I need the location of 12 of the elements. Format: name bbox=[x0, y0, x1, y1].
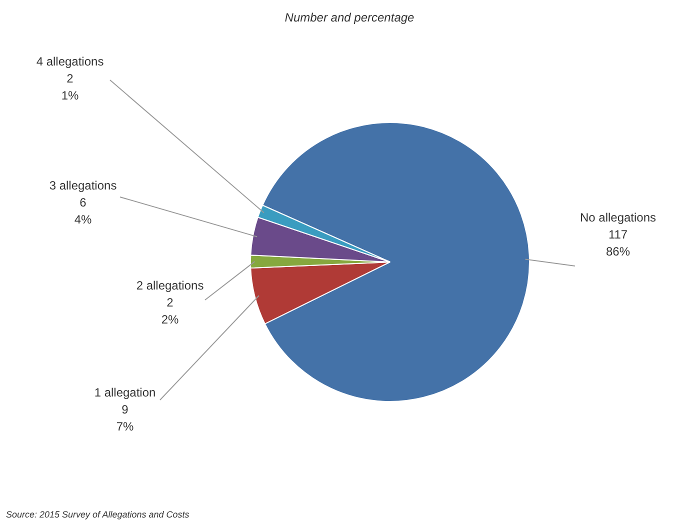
chart-title: Number and percentage bbox=[284, 10, 415, 24]
data-label: 117 86% bbox=[606, 227, 630, 258]
data-label: 2 2% bbox=[161, 295, 179, 326]
slice-label: 3 allegations bbox=[49, 178, 117, 192]
data-label: 9 7% bbox=[116, 402, 134, 434]
slice-label: No allegations bbox=[580, 210, 656, 224]
slice-label: 4 allegations bbox=[36, 54, 104, 68]
data-label: 2 1% bbox=[61, 71, 79, 102]
data-label: 6 4% bbox=[74, 195, 92, 226]
slice-label: 2 allegations bbox=[136, 278, 204, 292]
source-note: Source: 2015 Survey of Allegations and Costs bbox=[6, 510, 190, 520]
slice-label: 1 allegation bbox=[94, 385, 156, 400]
